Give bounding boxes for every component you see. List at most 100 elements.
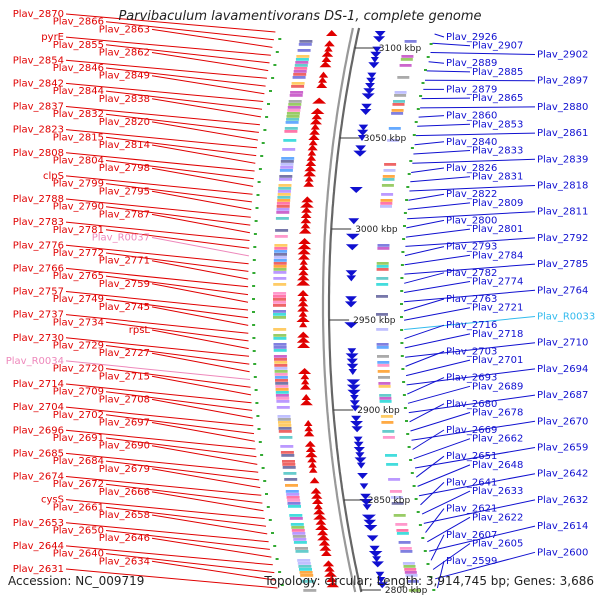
feature-strip-left [275,229,289,232]
right-leader-line [413,150,471,155]
forward-gene-arrow [326,576,337,582]
right-gene-label: Plav_2599 [446,556,497,567]
reverse-gene-arrow [368,551,383,557]
feature-strip-left [287,106,301,109]
left-gene-label: rpsL [129,325,151,336]
left-leader-line [105,21,274,41]
green-tick-mark [253,233,257,235]
feature-strip-left [276,205,290,208]
right-gene-label: Plav_2689 [472,381,523,392]
reverse-gene-arrow [355,452,365,459]
right-leader-line [426,70,471,73]
left-leader-line [151,144,256,164]
left-gene-label: Plav_2814 [99,140,150,151]
left-gene-label: Plav_R0037 [92,233,150,244]
forward-gene-arrow [308,139,318,146]
right-leader-line [405,342,536,358]
forward-gene-arrow [326,30,338,36]
left-leader-line [105,345,250,365]
feature-strip-left [285,490,299,493]
feature-strip-right [376,313,388,316]
green-tick-mark [403,407,407,409]
left-gene-label: Plav_2799 [53,179,104,190]
scale-label: 2800 kbp [385,586,428,596]
green-tick-mark [253,376,257,378]
feature-strip-right [376,295,388,298]
green-tick-mark [416,108,420,110]
right-leader-line [432,543,471,570]
left-gene-label: Plav_2798 [99,163,150,174]
left-leader-line [105,160,254,180]
feature-strip-left [276,397,290,400]
feature-strip-left [298,565,312,568]
feature-strip-left [277,199,291,202]
green-tick-mark [409,459,413,461]
feature-strip-left [278,421,291,424]
feature-strip-right [400,550,413,553]
left-gene-label: cysS [41,495,64,506]
right-leader-line [406,368,536,386]
feature-strip-right [391,112,404,115]
forward-gene-arrow [300,212,312,218]
left-gene-label: Plav_2765 [53,271,104,282]
feature-strip-right [404,568,417,571]
feature-strip-left [274,244,288,247]
feature-strip-left [281,454,295,457]
feature-strip-left [280,163,294,166]
left-leader-line [105,183,252,203]
left-gene-label: Plav_2650 [53,526,104,537]
feature-strip-right [388,478,401,481]
feature-strip-left [296,55,310,58]
left-leader-line [151,352,250,373]
left-leader-line [65,175,253,195]
forward-gene-arrow [324,570,337,577]
forward-gene-arrow [316,82,328,88]
right-leader-line [417,464,471,487]
feature-strip-left [283,139,297,142]
right-leader-line [403,298,445,312]
feature-strip-left [273,283,287,286]
left-gene-label: Plav_2690 [99,441,150,452]
green-tick-mark [260,454,264,456]
left-leader-line [105,391,253,411]
feature-strip-left [291,82,305,85]
right-gene-label: Plav_2701 [472,355,523,366]
right-gene-label: Plav_2632 [537,495,588,506]
forward-gene-arrow [304,440,316,447]
feature-strip-right [377,361,390,364]
right-gene-label: Plav_2774 [472,277,523,288]
feature-strip-left [282,466,296,469]
feature-strip-left [273,346,287,349]
forward-gene-arrow [300,217,312,224]
forward-gene-arrow [318,76,328,83]
reverse-gene-arrow [367,72,377,79]
green-tick-mark [407,173,411,175]
left-leader-line [65,360,251,380]
reverse-gene-arrow [370,57,379,63]
feature-strip-left [277,196,291,199]
feature-strip-left [278,424,292,427]
reverse-gene-arrow [347,389,361,396]
green-tick-mark [421,537,425,539]
green-tick-mark [275,558,279,560]
forward-gene-arrow [305,446,316,452]
feature-strip-right [389,490,402,493]
reverse-gene-arrow [350,395,359,401]
feature-strip-right [390,496,403,499]
feature-strip-right [382,175,395,178]
green-tick-mark [405,199,409,201]
feature-strip-left [292,76,306,79]
reverse-gene-arrow [347,348,357,355]
left-leader-line [151,98,261,118]
green-tick-mark [418,524,422,526]
feature-strip-right [378,382,391,385]
feature-strip-right [381,184,394,187]
green-tick-mark [432,589,436,591]
scale-label: 2850 kbp [368,496,411,506]
feature-strip-left [291,529,305,532]
reverse-gene-arrow [358,124,369,131]
forward-gene-arrow [304,165,317,172]
green-tick-mark [271,77,275,79]
feature-strip-left [274,247,288,250]
